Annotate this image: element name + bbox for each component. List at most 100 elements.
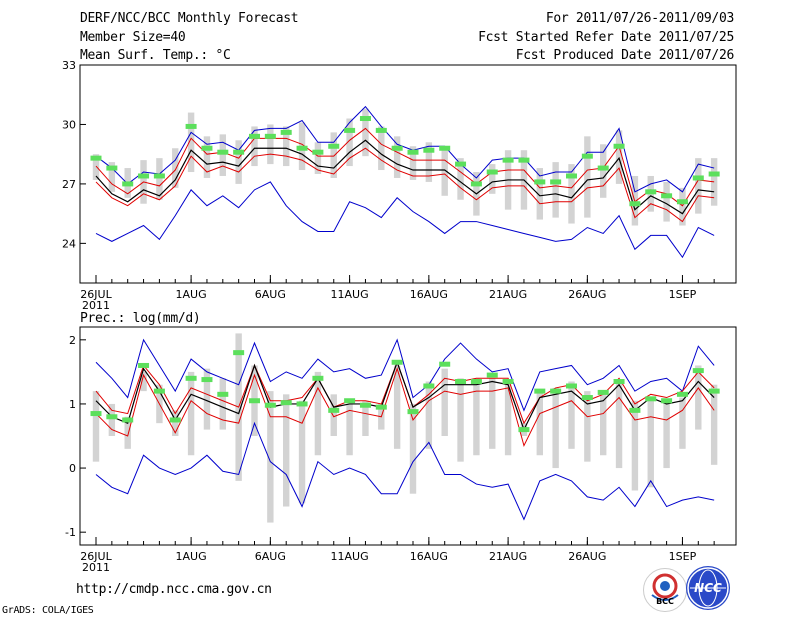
- x-tick-label: 26JUL: [80, 288, 112, 301]
- observed-marker: [344, 127, 356, 133]
- observed-marker: [613, 379, 625, 384]
- observed-marker: [264, 133, 276, 139]
- ensemble-bar: [393, 136, 401, 178]
- fcst-produced-date: Fcst Produced Date 2011/07/26: [515, 48, 735, 63]
- ensemble-bar: [298, 400, 306, 504]
- chart-title: DERF/NCC/BCC Monthly Forecast: [80, 11, 299, 26]
- ensemble-bar: [362, 108, 369, 157]
- x-tick-label: 1AUG: [176, 288, 207, 301]
- observed-marker: [486, 169, 498, 175]
- observed-marker: [613, 143, 625, 149]
- ensemble-bar: [600, 144, 607, 198]
- precip-label: Prec.: log(mm/d): [80, 311, 201, 326]
- observed-marker: [423, 383, 435, 389]
- x-tick-label: 26AUG: [568, 288, 606, 301]
- observed-marker: [708, 171, 720, 177]
- observed-marker: [249, 133, 260, 139]
- observed-marker: [581, 395, 593, 401]
- observed-marker: [122, 417, 134, 423]
- source-url: http://cmdp.ncc.cma.gov.cn: [76, 582, 272, 597]
- ensemble-bar: [203, 136, 211, 178]
- y-tick-label: 24: [62, 237, 76, 250]
- ensemble-bar: [441, 368, 448, 436]
- observed-marker: [550, 388, 562, 394]
- ensemble-bar: [203, 368, 211, 430]
- observed-marker: [201, 377, 213, 383]
- min-line: [95, 181, 715, 259]
- observed-marker: [676, 199, 688, 205]
- ensemble-bar: [187, 112, 195, 173]
- observed-marker: [169, 417, 181, 423]
- ensemble-bar: [710, 384, 718, 465]
- observed-marker: [661, 193, 673, 199]
- observed-marker: [296, 401, 308, 407]
- ensemble-bar: [679, 187, 686, 226]
- ensemble-bar: [92, 154, 100, 180]
- plot-frame: [79, 64, 737, 284]
- ensemble-bar: [489, 164, 496, 194]
- ncc-globe-icon: [687, 567, 729, 609]
- ensemble-bar: [251, 126, 258, 167]
- observed-marker: [122, 181, 134, 187]
- observed-marker: [391, 145, 403, 151]
- observed-marker: [153, 388, 165, 394]
- ensemble-bar: [172, 148, 179, 188]
- ensemble-bar: [219, 134, 226, 176]
- ensemble-bar: [283, 126, 290, 167]
- observed-marker: [407, 409, 419, 415]
- x-tick-label: 1SEP: [669, 550, 697, 563]
- bcc-logo: BCC: [643, 568, 687, 612]
- observed-marker: [217, 391, 229, 397]
- ensemble-bar: [615, 381, 623, 469]
- ensemble-bar: [663, 400, 670, 469]
- ensemble-bar: [568, 164, 575, 224]
- ensemble-bar: [457, 378, 464, 462]
- ensemble-bar: [330, 394, 337, 436]
- ensemble-bar: [600, 391, 607, 456]
- observed-marker: [90, 155, 102, 161]
- ensemble-bar: [346, 118, 353, 167]
- ensemble-bar: [568, 381, 575, 449]
- observed-marker: [692, 368, 704, 374]
- y-tick-label: 30: [62, 118, 76, 131]
- observed-marker: [296, 145, 308, 151]
- observed-marker: [534, 388, 546, 394]
- ensemble-bar: [536, 391, 543, 456]
- ensemble-bar: [267, 124, 274, 165]
- lower-line: [95, 147, 715, 223]
- ensemble-bar: [378, 126, 385, 171]
- lower-line: [95, 367, 715, 448]
- observed-marker: [470, 181, 482, 187]
- observed-marker: [375, 127, 387, 133]
- observed-marker: [233, 350, 245, 356]
- ensemble-bar: [124, 416, 131, 449]
- ensemble-bar: [108, 162, 116, 192]
- observed-marker: [518, 427, 530, 433]
- observed-marker: [439, 361, 451, 367]
- ensemble-bar: [504, 381, 512, 456]
- bcc-logo-text: BCC: [656, 597, 674, 606]
- observed-marker: [312, 375, 324, 381]
- ensemble-bar: [187, 371, 195, 456]
- plot-frame: [79, 326, 737, 546]
- x-tick-label: 1AUG: [176, 550, 207, 563]
- fcst-started-date: Fcst Started Refer Date 2011/07/25: [478, 30, 734, 45]
- ensemble-bar: [140, 371, 147, 392]
- ensemble-bar: [172, 410, 179, 436]
- mean-line: [95, 139, 715, 215]
- observed-marker: [518, 157, 530, 163]
- ensemble-bar: [283, 394, 290, 507]
- forecast-period: For 2011/07/26-2011/09/03: [545, 11, 734, 26]
- observed-marker: [566, 383, 577, 389]
- ensemble-bar: [489, 378, 496, 449]
- x-tick-label: 11AUG: [331, 550, 369, 563]
- observed-marker: [185, 123, 197, 129]
- observed-marker: [359, 402, 371, 408]
- observed-marker: [280, 129, 292, 135]
- observed-marker: [439, 145, 451, 151]
- max-line: [95, 338, 715, 412]
- y-tick-label: 27: [62, 178, 76, 191]
- ensemble-bar: [631, 400, 639, 491]
- ensemble-bar: [409, 403, 417, 494]
